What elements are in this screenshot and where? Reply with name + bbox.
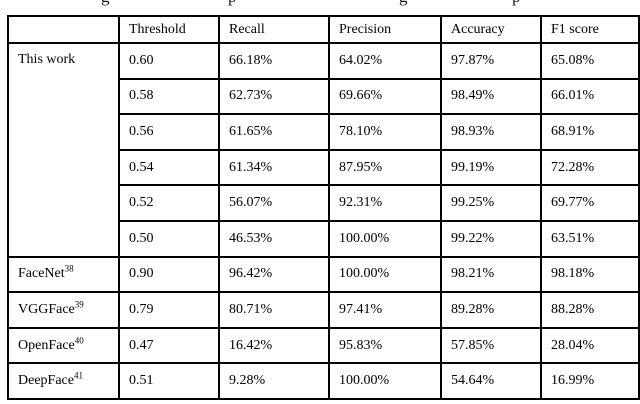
cell-f1: 72.28% [540,148,640,187]
cell-f1: 63.51% [540,219,640,258]
cell-precision: 78.10% [328,113,442,151]
table-row: VGGFace39 0.79 80.71% 97.41% 89.28% 88.2… [7,291,640,329]
cell-precision: 97.41% [328,291,442,329]
cell-precision: 69.66% [328,77,442,116]
header-method [7,15,120,44]
cell-f1: 16.99% [540,362,640,400]
header-row: Threshold Recall Precision Accuracy F1 s… [7,15,640,44]
cell-recall: 62.73% [218,77,330,116]
cell-threshold: 0.50 [118,219,220,258]
citation-superscript: 41 [73,370,83,381]
cell-accuracy: 54.64% [440,362,542,400]
table-row: OpenFace40 0.47 16.42% 95.83% 57.85% 28.… [7,326,640,365]
citation-superscript: 38 [64,263,74,274]
method-name: DeepFace [18,373,74,389]
cell-threshold: 0.60 [118,42,220,80]
cell-threshold: 0.56 [118,113,220,151]
header-precision: Precision [328,15,442,44]
table-row: This work 0.60 66.18% 64.02% 97.87% 65.0… [7,42,640,258]
cell-threshold: 0.52 [118,184,220,222]
cell-precision: 92.31% [328,184,442,222]
caption-descender-fragment: g [399,0,408,7]
cell-threshold: 0.58 [118,77,220,116]
citation-superscript: 40 [74,334,84,345]
cell-precision: 87.95% [328,148,442,187]
table-row: DeepFace41 0.51 9.28% 100.00% 54.64% 16.… [7,362,640,400]
cell-recall: 80.71% [218,291,330,329]
cell-recall: 61.65% [218,113,330,151]
cell-precision: 100.00% [328,255,442,294]
cell-recall: 96.42% [218,255,330,294]
cell-precision: 100.00% [328,362,442,400]
method-name: FaceNet [18,266,65,282]
cell-f1: 69.77% [540,184,640,222]
cell-threshold: 0.79 [118,291,220,329]
header-f1-score: F1 score [540,15,640,44]
table-row: 0.50 46.53% 100.00% 99.22% 63.51% [8,219,640,258]
cell-accuracy: 98.93% [440,113,542,151]
results-table: Threshold Recall Precision Accuracy F1 s… [7,15,640,400]
cell-accuracy: 98.49% [440,77,542,116]
row-label-facenet: FaceNet38 [7,255,120,294]
cell-precision: 95.83% [328,326,442,365]
cell-accuracy: 98.21% [440,255,542,294]
cell-recall: 46.53% [218,219,330,258]
cell-recall: 9.28% [218,362,330,400]
header-recall: Recall [218,15,330,44]
cell-accuracy: 97.87% [440,42,542,80]
cell-threshold: 0.51 [118,362,220,400]
cell-f1: 98.18% [540,255,640,294]
cell-f1: 65.08% [540,42,640,80]
citation-superscript: 39 [74,299,84,310]
cell-accuracy: 89.28% [440,291,542,329]
caption-descender-fragment: p [228,0,237,7]
table-row: 0.58 62.73% 69.66% 98.49% 66.01% [8,77,640,116]
cell-f1: 28.04% [540,326,640,365]
cell-precision: 64.02% [328,42,442,80]
method-name: VGGFace [18,301,75,317]
row-label-openface: OpenFace40 [7,326,120,365]
row-label-this-work: This work [7,42,120,258]
caption-descender-fragment: g [101,0,110,7]
cell-precision: 100.00% [328,219,442,258]
cell-f1: 68.91% [540,113,640,151]
cell-accuracy: 99.19% [440,148,542,187]
cell-threshold: 0.54 [118,148,220,187]
cell-recall: 66.18% [218,42,330,80]
table-row: FaceNet38 0.90 96.42% 100.00% 98.21% 98.… [7,255,640,294]
clipped-caption: g p g p [0,0,640,7]
cell-threshold: 0.47 [118,326,220,365]
method-name: OpenFace [18,337,75,353]
table-row: 0.54 61.34% 87.95% 99.19% 72.28% [8,148,640,187]
cell-accuracy: 99.22% [440,219,542,258]
cell-accuracy: 99.25% [440,184,542,222]
caption-descender-fragment: p [512,0,521,7]
cell-recall: 61.34% [218,148,330,187]
table-row: 0.56 61.65% 78.10% 98.93% 68.91% [8,113,640,151]
cell-threshold: 0.90 [118,255,220,294]
cell-recall: 16.42% [218,326,330,365]
row-label-vggface: VGGFace39 [7,291,120,329]
table-row: 0.52 56.07% 92.31% 99.25% 69.77% [8,184,640,222]
row-label-deepface: DeepFace41 [7,362,120,400]
header-threshold: Threshold [118,15,220,44]
cell-f1: 66.01% [540,77,640,116]
cell-recall: 56.07% [218,184,330,222]
cell-accuracy: 57.85% [440,326,542,365]
header-accuracy: Accuracy [440,15,542,44]
cell-f1: 88.28% [540,291,640,329]
